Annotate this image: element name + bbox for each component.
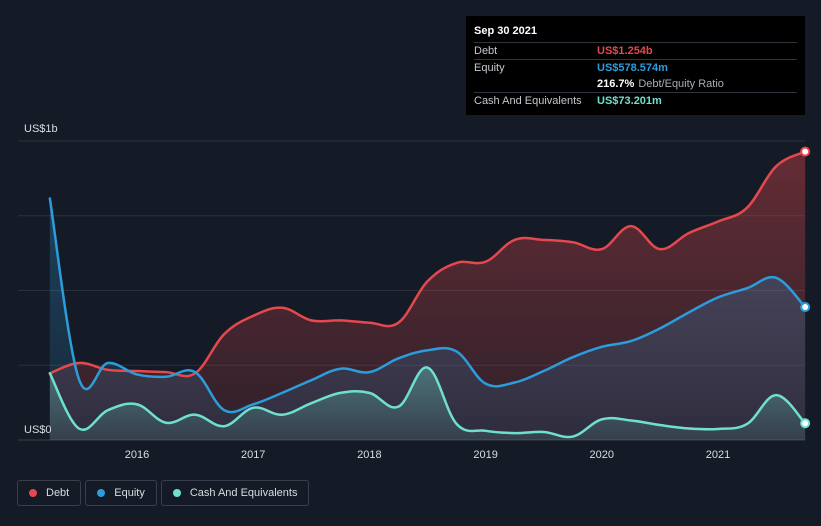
legend-item-debt[interactable]: Debt <box>17 480 82 506</box>
y-tick-label: US$0 <box>24 424 52 436</box>
legend-item-equity[interactable]: Equity <box>85 480 157 506</box>
legend-label: Debt <box>46 487 70 499</box>
x-tick-label: 2018 <box>357 449 381 461</box>
tooltip-row-equity: Equity US$578.574m <box>474 59 797 76</box>
tooltip-value: US$578.574m <box>597 62 668 74</box>
legend-dot-icon <box>29 489 37 497</box>
series-lines <box>48 150 807 439</box>
tooltip-date: Sep 30 2021 <box>474 25 537 37</box>
tooltip-row-debt: Debt US$1.254b <box>474 42 797 59</box>
tooltip-row-ratio: 216.7% Debt/Equity Ratio <box>474 76 797 92</box>
legend-label: Cash And Equivalents <box>189 487 298 499</box>
tooltip-value: US$73.201m <box>597 95 662 107</box>
y-axis-labels: US$1b US$0 <box>24 123 58 436</box>
legend-item-cash[interactable]: Cash And Equivalents <box>160 480 310 506</box>
series-line-cash-and-equivalents <box>48 366 807 439</box>
tooltip-row-cash: Cash And Equivalents US$73.201m <box>474 92 797 109</box>
x-tick-label: 2017 <box>241 449 265 461</box>
chart-legend: Debt Equity Cash And Equivalents <box>17 480 310 506</box>
x-tick-label: 2021 <box>706 449 730 461</box>
series-area-cash-and-equivalents <box>49 367 806 440</box>
series-line-equity <box>48 197 807 414</box>
series-endpoints <box>800 146 811 429</box>
series-endpoint-cash-and-equivalents <box>800 418 811 429</box>
tooltip-label: Cash And Equivalents <box>474 95 582 107</box>
y-tick-label: US$1b <box>24 123 58 135</box>
hover-tooltip: Sep 30 2021 Debt US$1.254b Equity US$578… <box>466 16 805 115</box>
tooltip-label: Equity <box>474 62 505 74</box>
tooltip-label <box>474 76 597 92</box>
x-tick-label: 2020 <box>590 449 614 461</box>
series-endpoint-equity <box>800 302 811 313</box>
tooltip-value: 216.7% <box>597 78 635 90</box>
series-area-equity <box>49 198 806 440</box>
series-endpoint-debt <box>800 146 811 157</box>
x-tick-label: 2019 <box>473 449 497 461</box>
x-tick-label: 2016 <box>125 449 149 461</box>
tooltip-value: US$1.254b <box>597 45 653 57</box>
legend-dot-icon <box>97 489 106 497</box>
legend-dot-icon <box>172 489 181 497</box>
tooltip-label: Debt <box>474 45 498 57</box>
tooltip-ratio-label: Debt/Equity Ratio <box>638 78 724 90</box>
legend-label: Equity <box>114 487 145 499</box>
series-areas <box>49 151 806 440</box>
x-axis-labels: 2016 2017 2018 2019 2020 2021 <box>125 449 730 461</box>
